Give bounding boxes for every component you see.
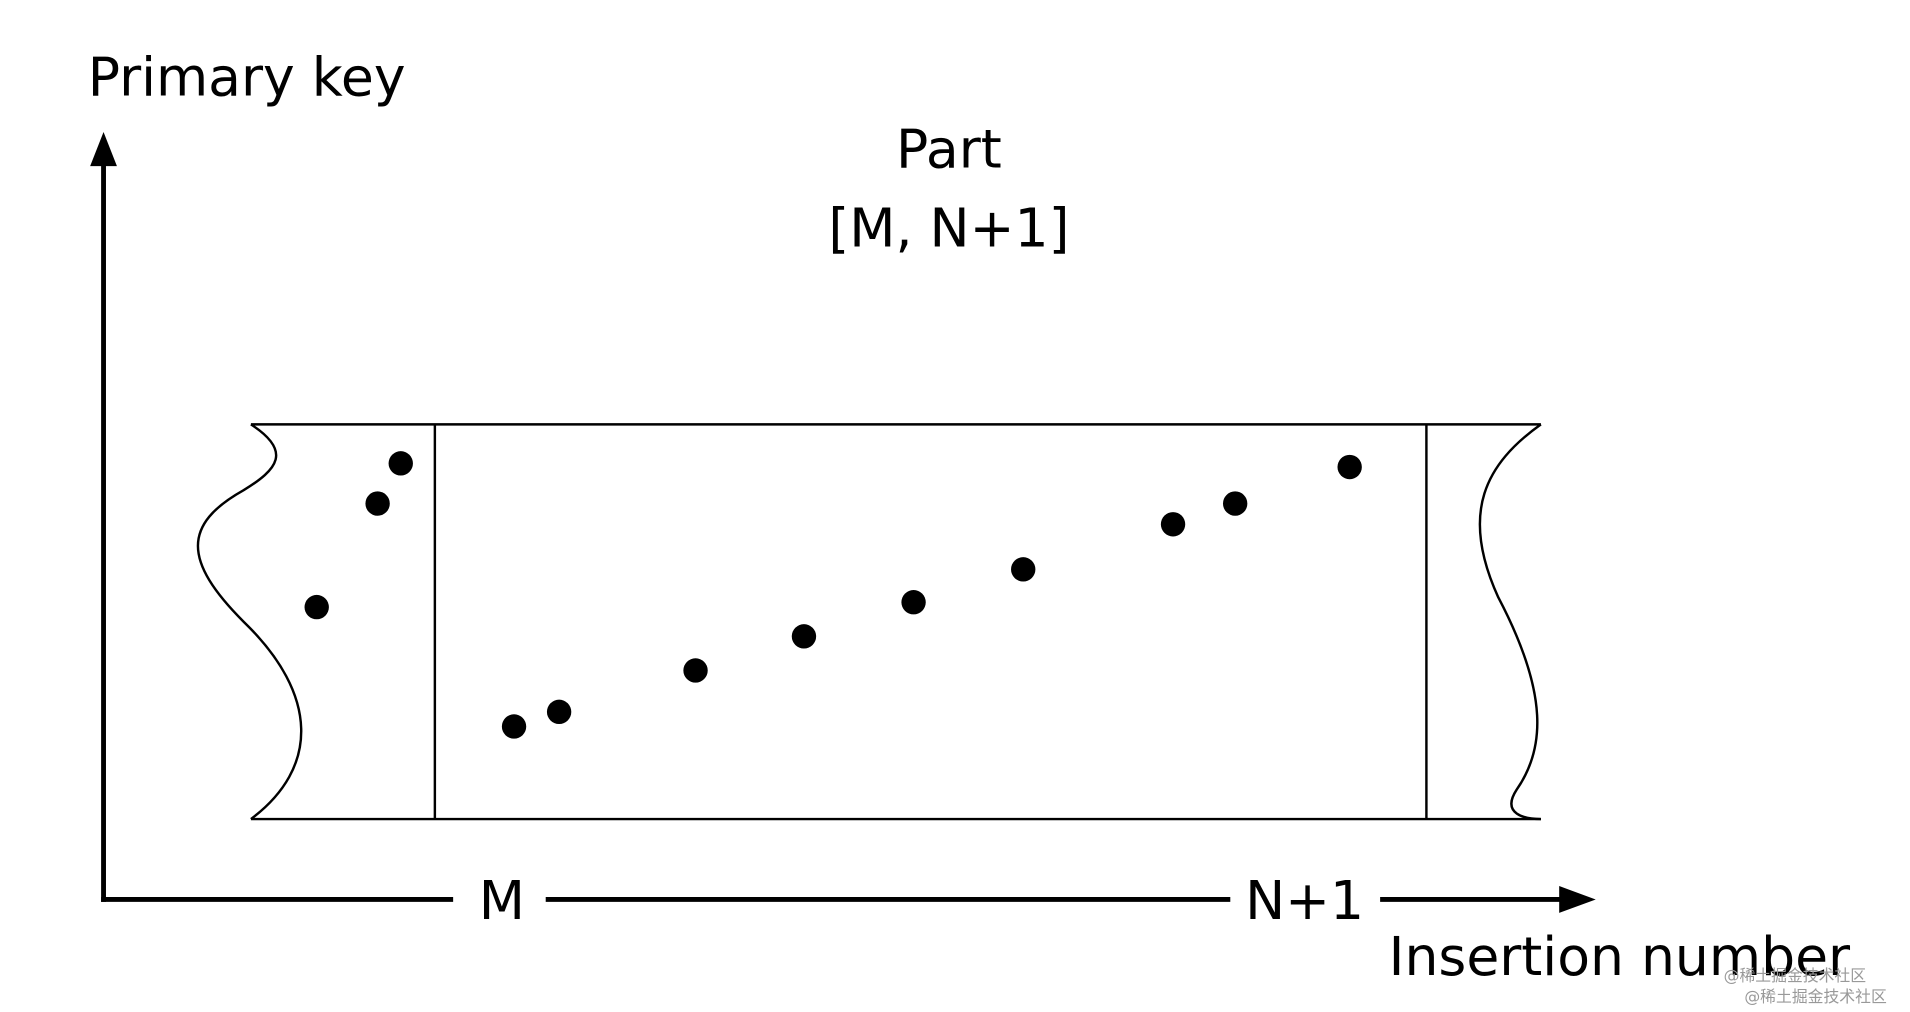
watermark: @稀土掘金技术社区 (1744, 987, 1887, 1006)
y-axis-label: Primary key (88, 45, 406, 108)
part-title: Part (896, 117, 1002, 180)
row-dot (1011, 557, 1036, 582)
row-dot (501, 714, 527, 739)
x-end: N+1 (1245, 869, 1364, 932)
row-dot (683, 658, 708, 683)
x-start: M (479, 869, 525, 932)
row-dot (304, 594, 329, 620)
row-dot (388, 451, 413, 476)
row-dot (1337, 454, 1362, 480)
row-dot (791, 624, 817, 649)
y-arrow (90, 132, 117, 167)
watermark: @稀土掘金技术社区 (1724, 966, 1867, 985)
part-range: [M, N+1] (828, 197, 1069, 260)
row-dot (1222, 491, 1248, 516)
rows (304, 451, 1362, 739)
wavy-edge (196, 423, 303, 821)
row-dot (546, 699, 572, 725)
x-axis-label: Insertion number (1389, 925, 1851, 988)
wavy-edge (1478, 423, 1542, 821)
row-dot (901, 590, 926, 615)
row-dot (1160, 512, 1186, 537)
row-dot (365, 491, 390, 516)
x-arrow (1559, 886, 1596, 913)
